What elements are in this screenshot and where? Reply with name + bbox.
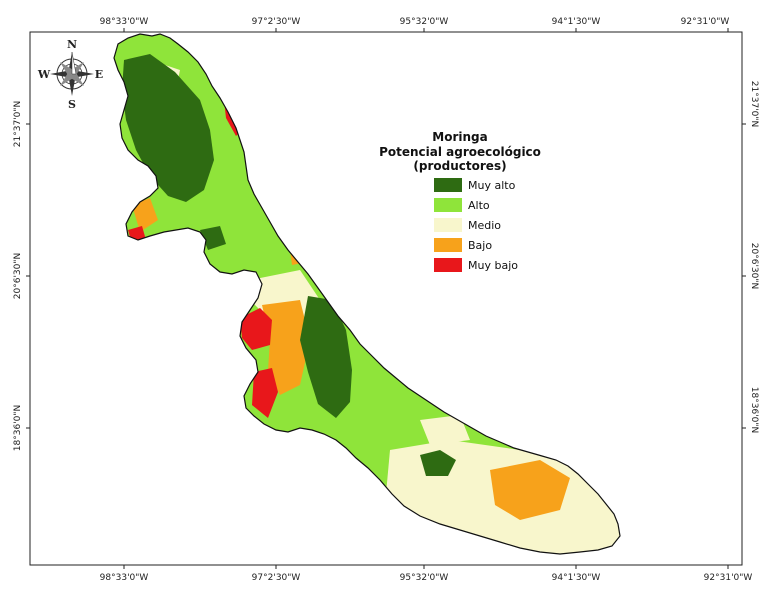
lat-label-left-2: 20°6'30"N [13, 253, 23, 299]
zone-bajo-south [490, 460, 570, 520]
compass-north: N [67, 38, 77, 51]
legend-label-alto: Alto [468, 199, 490, 212]
zone-muyalto-south [420, 450, 456, 476]
lat-label-left-1: 21°37'0"N [13, 101, 23, 147]
legend-label-bajo: Bajo [468, 239, 492, 252]
legend-swatch-muy-bajo [434, 258, 462, 272]
lon-label-bottom-1: 98°33'0"W [100, 573, 149, 583]
lon-label-bottom-2: 97°2'30"W [252, 573, 301, 583]
lon-label-top-5: 92°31'0"W [681, 17, 730, 27]
legend-title-line1: Moringa [432, 130, 487, 144]
compass-south: S [68, 98, 76, 111]
lon-label-bottom-4: 94°1'30"W [552, 573, 601, 583]
legend-label-medio: Medio [468, 219, 501, 232]
zone-bajo-center [262, 300, 310, 395]
legend-title-line2: Potencial agroecológico [379, 145, 541, 159]
zone-muyalto-mid [200, 226, 226, 250]
zone-muybajo-lower [252, 368, 278, 418]
lon-label-top-4: 94°1'30"W [552, 17, 601, 27]
lon-label-top-3: 95°32'0"W [400, 17, 449, 27]
compass-rose-icon [50, 51, 94, 96]
zone-bajo-west [132, 198, 158, 232]
compass-east: E [95, 68, 103, 81]
compass-west: W [37, 68, 51, 81]
lat-label-right-3: 18°36'0"N [749, 387, 759, 433]
zone-medio-bits [420, 415, 470, 445]
lat-label-right-1: 21°37'0"N [749, 81, 759, 127]
zone-muyalto-central [300, 296, 352, 418]
tick-marks [26, 28, 746, 569]
lat-label-right-2: 20°6'30"N [749, 243, 759, 289]
legend-swatch-medio [434, 218, 462, 232]
legend-label-muy-bajo: Muy bajo [468, 259, 518, 272]
legend-swatch-muy-alto [434, 178, 462, 192]
lon-label-bottom-3: 95°32'0"W [400, 573, 449, 583]
legend: Moringa Potencial agroecológico (product… [379, 130, 541, 272]
legend-title-line3: (productores) [413, 159, 506, 173]
legend-swatch-bajo [434, 238, 462, 252]
legend-label-muy-alto: Muy alto [468, 179, 516, 192]
lat-label-left-3: 18°36'0"N [13, 405, 23, 451]
lon-label-bottom-5: 92°31'0"W [704, 573, 753, 583]
zone-muybajo-center [240, 308, 272, 350]
legend-swatch-alto [434, 198, 462, 212]
lon-label-top-2: 97°2'30"W [252, 17, 301, 27]
lon-label-top-1: 98°33'0"W [100, 17, 149, 27]
